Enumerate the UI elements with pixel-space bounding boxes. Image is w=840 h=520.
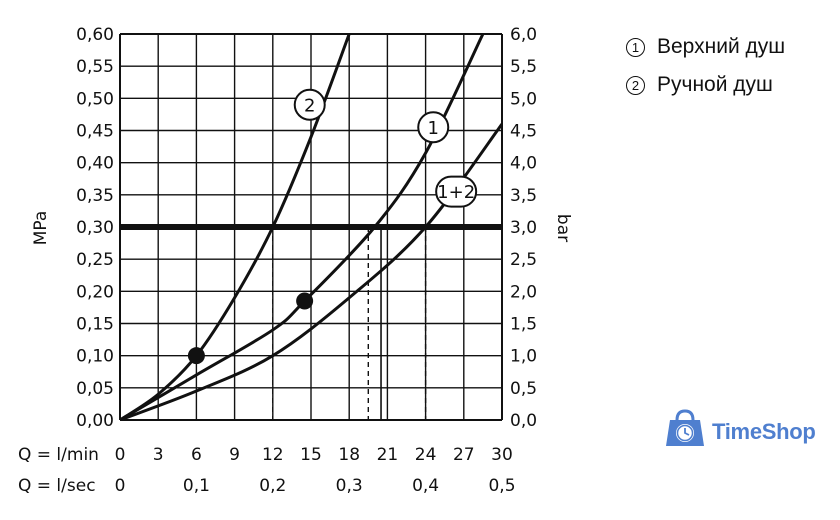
x-axis-label-lmin: Q = l/min bbox=[18, 445, 99, 465]
x-tick-lmin: 6 bbox=[191, 445, 202, 465]
data-marker bbox=[187, 347, 205, 365]
shopping-bag-clock-icon bbox=[664, 408, 708, 455]
y-axis-label-left: MPa bbox=[31, 211, 51, 246]
y-tick-left: 0,05 bbox=[76, 379, 114, 399]
x-tick-lsec: 0 bbox=[115, 476, 126, 496]
curve-label-bubble bbox=[417, 111, 450, 144]
y-tick-right: 0,0 bbox=[510, 411, 537, 431]
x-tick-lmin: 9 bbox=[229, 445, 240, 465]
x-tick-lmin: 3 bbox=[153, 445, 164, 465]
y-tick-right: 1,0 bbox=[510, 347, 537, 367]
legend-number-2: 2 bbox=[626, 75, 645, 95]
x-axis-label-lsec: Q = l/sec bbox=[18, 476, 96, 496]
y-tick-right: 4,5 bbox=[510, 122, 537, 142]
legend-item-2: 2 Ручной душ bbox=[626, 66, 785, 104]
y-tick-left: 0,00 bbox=[76, 411, 114, 431]
y-tick-left: 0,55 bbox=[76, 57, 114, 77]
y-axis-label-right: bar bbox=[553, 214, 573, 242]
curve-1 bbox=[120, 34, 485, 420]
y-tick-right: 6,0 bbox=[510, 25, 537, 45]
legend-label-1: Верхний душ bbox=[657, 35, 786, 58]
x-tick-lmin: 12 bbox=[262, 445, 284, 465]
x-tick-lmin: 21 bbox=[377, 445, 399, 465]
curve-2 bbox=[120, 34, 351, 420]
y-tick-right: 4,0 bbox=[510, 154, 537, 174]
curve-label-1: 1 bbox=[428, 118, 439, 139]
x-tick-lsec: 0,3 bbox=[336, 476, 363, 496]
guide-lines bbox=[120, 224, 502, 420]
x-tick-lsec: 0,2 bbox=[259, 476, 286, 496]
y-tick-right: 1,5 bbox=[510, 315, 537, 335]
x-tick-lmin: 0 bbox=[115, 445, 126, 465]
x-tick-lmin: 30 bbox=[491, 445, 513, 465]
x-tick-lmin: 18 bbox=[338, 445, 360, 465]
y-tick-right: 3,0 bbox=[510, 218, 537, 238]
y-tick-right: 5,0 bbox=[510, 89, 537, 109]
curve-label-2: 2 bbox=[304, 95, 315, 116]
legend-item-1: 1 Верхний душ bbox=[626, 28, 785, 66]
y-tick-left: 0,45 bbox=[76, 122, 114, 142]
brand-name: TimeShop bbox=[712, 418, 816, 444]
y-tick-right: 0,5 bbox=[510, 379, 537, 399]
x-tick-lsec: 0,4 bbox=[412, 476, 439, 496]
curve-label-1+2: 1+2 bbox=[437, 182, 475, 203]
y-tick-left: 0,60 bbox=[76, 25, 114, 45]
y-tick-left: 0,15 bbox=[76, 315, 114, 335]
y-tick-left: 0,30 bbox=[76, 218, 114, 238]
y-tick-left: 0,25 bbox=[76, 250, 114, 270]
x-tick-lmin: 24 bbox=[415, 445, 437, 465]
curve-1+2 bbox=[120, 123, 502, 420]
y-tick-right: 2,5 bbox=[510, 250, 537, 270]
curve-label-bubble bbox=[435, 175, 478, 208]
legend: 1 Верхний душ 2 Ручной душ bbox=[626, 28, 785, 104]
x-tick-lmin: 15 bbox=[300, 445, 322, 465]
y-tick-left: 0,10 bbox=[76, 347, 114, 367]
y-tick-right: 5,5 bbox=[510, 57, 537, 77]
curves: 2 1 1+2 bbox=[120, 34, 502, 420]
legend-label-2: Ручной душ bbox=[657, 73, 773, 96]
y-tick-left: 0,40 bbox=[76, 154, 114, 174]
tick-labels: 0,000,050,100,150,200,250,300,350,400,45… bbox=[76, 25, 537, 496]
y-tick-right: 3,5 bbox=[510, 186, 537, 206]
legend-number-1: 1 bbox=[626, 37, 645, 57]
brand-logo: TimeShop bbox=[664, 408, 816, 455]
y-tick-right: 2,0 bbox=[510, 282, 537, 302]
y-tick-left: 0,20 bbox=[76, 282, 114, 302]
y-tick-left: 0,35 bbox=[76, 186, 114, 206]
x-tick-lmin: 27 bbox=[453, 445, 475, 465]
data-marker bbox=[296, 292, 314, 310]
x-tick-lsec: 0,5 bbox=[488, 476, 515, 496]
y-tick-left: 0,50 bbox=[76, 89, 114, 109]
curve-label-bubble bbox=[293, 88, 326, 121]
x-tick-lsec: 0,1 bbox=[183, 476, 210, 496]
